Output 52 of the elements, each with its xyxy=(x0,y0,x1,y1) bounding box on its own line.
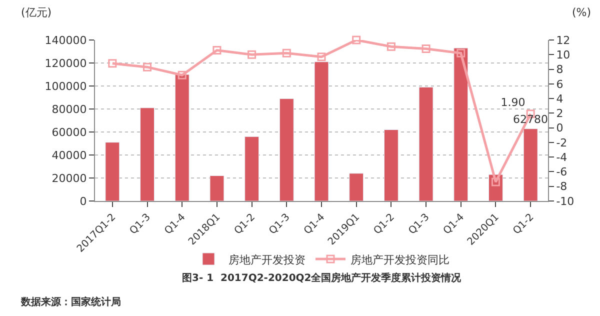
y-tick-label: 20000 xyxy=(52,172,87,185)
bar xyxy=(244,136,260,201)
y-tick-label: 80000 xyxy=(52,102,87,116)
bar xyxy=(523,128,538,201)
point xyxy=(248,50,256,59)
bar xyxy=(418,86,434,201)
text: 图3- 1 2017Q2-2020Q2全国房地产开发季度累计投资情况 xyxy=(182,272,462,284)
bar xyxy=(314,62,329,201)
bar xyxy=(174,74,190,201)
legend-label: 房地产开发投资 xyxy=(228,253,306,266)
y2-tick-label: 0 xyxy=(556,122,564,135)
y2-tick-label: -8 xyxy=(556,180,568,194)
y2-tick-label: 2 xyxy=(556,107,564,120)
point xyxy=(352,36,361,44)
y2-tick-label: -6 xyxy=(556,166,568,179)
bar xyxy=(349,173,364,201)
y2-tick-label: -10 xyxy=(556,194,574,208)
y-tick-label: 120000 xyxy=(44,56,87,70)
data-label: 1.90 xyxy=(500,96,526,109)
point xyxy=(317,52,326,62)
y-tick-label: 60000 xyxy=(52,126,87,139)
point xyxy=(143,62,152,72)
point xyxy=(491,178,500,186)
data-label: 62780 xyxy=(513,113,548,126)
y-tick-label: 0 xyxy=(80,194,87,208)
point xyxy=(178,70,186,80)
source-note: 数据来源：国家统计局 xyxy=(20,296,121,308)
point xyxy=(108,59,117,68)
bar xyxy=(384,129,398,201)
bar xyxy=(105,142,120,201)
bar xyxy=(140,108,154,201)
y2-tick-label: 12 xyxy=(556,34,570,47)
point xyxy=(212,46,222,54)
y-tick-label: 40000 xyxy=(52,148,87,162)
point xyxy=(386,42,396,51)
point xyxy=(282,48,291,58)
bar xyxy=(279,98,294,201)
bar xyxy=(210,175,224,201)
y-tick-label: 140000 xyxy=(44,34,87,47)
y2-tick-label: 10 xyxy=(556,48,570,62)
legend-label: 房地产开发投资同比 xyxy=(350,253,450,266)
y2-tick-label: 6 xyxy=(556,78,564,91)
y2-tick-label: 4 xyxy=(556,92,564,106)
y2-tick-label: -4 xyxy=(556,150,568,164)
bar xyxy=(454,48,468,201)
point xyxy=(456,48,466,58)
point xyxy=(422,44,430,54)
y2-tick-label: 8 xyxy=(556,63,564,76)
y-tick-label: 100000 xyxy=(44,80,87,93)
y-axis-title: (亿元) xyxy=(21,6,52,19)
y2-tick-label: -2 xyxy=(556,136,568,150)
y2-axis-title: (%) xyxy=(572,6,592,19)
